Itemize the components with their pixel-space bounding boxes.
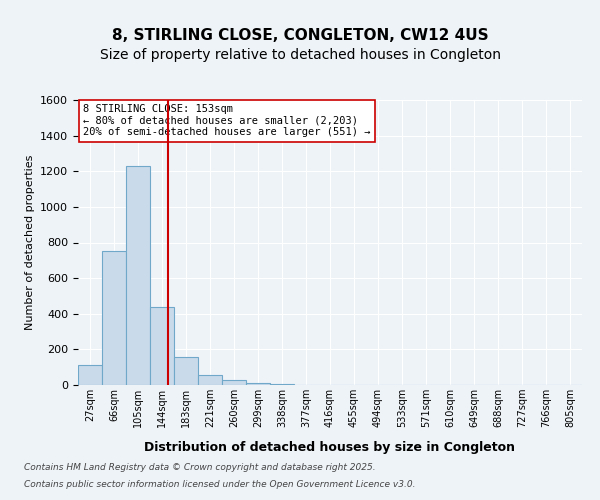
Bar xyxy=(102,252,126,385)
Text: Size of property relative to detached houses in Congleton: Size of property relative to detached ho… xyxy=(100,48,500,62)
Bar xyxy=(126,166,150,385)
X-axis label: Distribution of detached houses by size in Congleton: Distribution of detached houses by size … xyxy=(145,441,515,454)
Bar xyxy=(222,380,246,385)
Bar xyxy=(78,366,102,385)
Bar xyxy=(246,383,270,385)
Text: Contains HM Land Registry data © Crown copyright and database right 2025.: Contains HM Land Registry data © Crown c… xyxy=(24,464,376,472)
Text: Contains public sector information licensed under the Open Government Licence v3: Contains public sector information licen… xyxy=(24,480,415,489)
Bar xyxy=(198,375,222,385)
Bar xyxy=(174,358,198,385)
Y-axis label: Number of detached properties: Number of detached properties xyxy=(25,155,35,330)
Text: 8 STIRLING CLOSE: 153sqm
← 80% of detached houses are smaller (2,203)
20% of sem: 8 STIRLING CLOSE: 153sqm ← 80% of detach… xyxy=(83,104,371,138)
Bar xyxy=(150,306,174,385)
Bar xyxy=(270,384,294,385)
Text: 8, STIRLING CLOSE, CONGLETON, CW12 4US: 8, STIRLING CLOSE, CONGLETON, CW12 4US xyxy=(112,28,488,42)
